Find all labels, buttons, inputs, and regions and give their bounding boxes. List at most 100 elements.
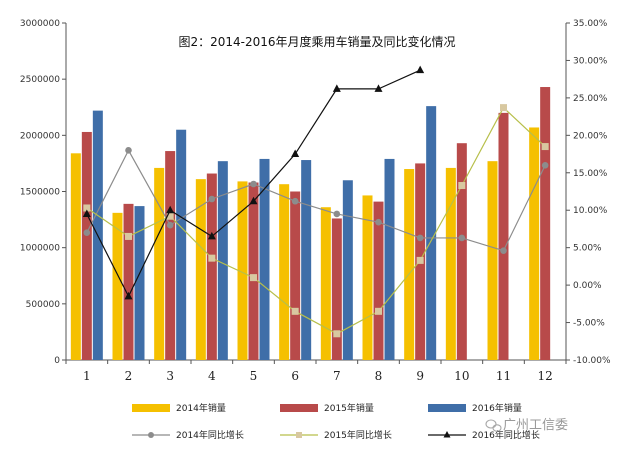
bar <box>445 167 456 360</box>
bar <box>237 181 248 360</box>
point-marker <box>291 307 299 315</box>
bar <box>331 218 342 360</box>
bar <box>320 207 331 360</box>
bar <box>176 129 187 360</box>
lines-layer <box>82 65 549 338</box>
legend-marker <box>443 431 451 438</box>
bar <box>487 161 498 360</box>
legend-label: 2014年同比增长 <box>176 429 244 441</box>
right-tick-label: 25.00% <box>573 94 608 104</box>
x-tick-label: 2 <box>125 369 133 383</box>
bar <box>165 151 176 360</box>
watermark-text: 广州工信委 <box>503 418 568 433</box>
bar <box>404 169 415 360</box>
right-tick-label: 30.00% <box>573 56 608 66</box>
point-marker <box>333 210 341 218</box>
bar <box>373 201 384 360</box>
point-marker <box>249 196 258 205</box>
right-tick-label: 5.00% <box>573 244 602 254</box>
point-marker <box>500 104 507 112</box>
point-marker <box>541 161 549 169</box>
x-tick-label: 5 <box>250 369 258 383</box>
point-marker <box>166 212 174 220</box>
chart-title: 图2：2014-2016年月度乘用车销量及同比变化情况 <box>178 34 455 49</box>
point-marker <box>458 182 466 190</box>
x-tick-label: 1 <box>83 369 91 383</box>
legend-label: 2014年销量 <box>176 402 226 414</box>
bar <box>498 112 509 360</box>
bar <box>195 179 206 360</box>
left-tick-label: 3000000 <box>20 19 60 29</box>
point-marker <box>124 291 133 300</box>
bar <box>342 180 353 360</box>
x-tick-label: 6 <box>291 369 299 383</box>
point-marker <box>416 256 424 264</box>
point-marker <box>332 84 341 92</box>
bar <box>123 203 134 360</box>
legend-label: 2016年销量 <box>472 402 522 414</box>
legend-swatch <box>428 404 466 412</box>
point-marker <box>375 218 382 226</box>
legend: 2014年销量 2015年销量 2016年销量 2014年同比增长 2015年同比增长 2… <box>132 402 540 441</box>
point-marker <box>291 197 299 205</box>
series-line <box>86 106 546 335</box>
right-tick-label: -5.00% <box>573 319 605 329</box>
right-tick-label: 15.00% <box>573 169 608 179</box>
left-tick-label: 2000000 <box>20 131 60 141</box>
bar <box>112 212 123 360</box>
legend-label: 2015年同比增长 <box>324 429 392 441</box>
point-marker <box>83 229 91 236</box>
bar <box>259 158 270 360</box>
legend-label: 2015年销量 <box>324 402 374 414</box>
bar <box>456 143 467 360</box>
bar <box>248 182 259 360</box>
point-marker <box>416 234 424 242</box>
legend-marker <box>296 432 302 438</box>
legend-label: 2016年同比增长 <box>472 429 540 441</box>
bar <box>540 87 551 360</box>
legend-marker <box>148 432 154 438</box>
point-marker <box>208 254 216 262</box>
x-tick-label: 12 <box>538 369 553 383</box>
right-tick-label: -10.00% <box>573 356 611 366</box>
point-marker <box>207 231 216 240</box>
wechat-icon <box>485 419 502 432</box>
left-tick-label: 1500000 <box>20 188 60 198</box>
point-marker <box>333 330 341 338</box>
bar <box>279 184 290 360</box>
point-marker <box>125 232 132 240</box>
x-tick-label: 11 <box>496 369 511 383</box>
point-marker <box>541 143 549 151</box>
point-marker <box>208 195 216 203</box>
axes: 0 500000 1000000 1500000 2000000 2500000 30000… <box>20 19 611 383</box>
x-tick-label: 9 <box>416 369 424 383</box>
bar <box>154 167 165 360</box>
series-line <box>86 149 546 252</box>
bar <box>362 195 373 360</box>
point-marker <box>250 180 257 188</box>
left-tick-label: 500000 <box>26 300 61 310</box>
bar <box>426 106 437 360</box>
point-marker <box>125 147 132 154</box>
right-tick-label: 20.00% <box>573 131 608 141</box>
bar <box>529 127 540 360</box>
left-tick-label: 2500000 <box>20 75 60 85</box>
point-marker <box>291 149 300 158</box>
bar <box>217 161 228 360</box>
left-tick-label: 0 <box>54 356 60 366</box>
watermark: 广州工信委 <box>485 418 568 433</box>
point-marker <box>375 307 382 315</box>
x-tick-label: 10 <box>454 369 469 383</box>
legend-swatch <box>280 404 318 412</box>
point-marker <box>500 247 507 254</box>
point-marker <box>83 204 91 212</box>
bar <box>301 160 312 360</box>
right-tick-label: 10.00% <box>573 206 608 216</box>
bar <box>206 173 217 360</box>
point-marker <box>166 205 175 214</box>
point-marker <box>458 234 466 242</box>
right-tick-label: 35.00% <box>573 19 608 29</box>
bar <box>290 191 301 360</box>
x-tick-label: 7 <box>333 369 341 383</box>
